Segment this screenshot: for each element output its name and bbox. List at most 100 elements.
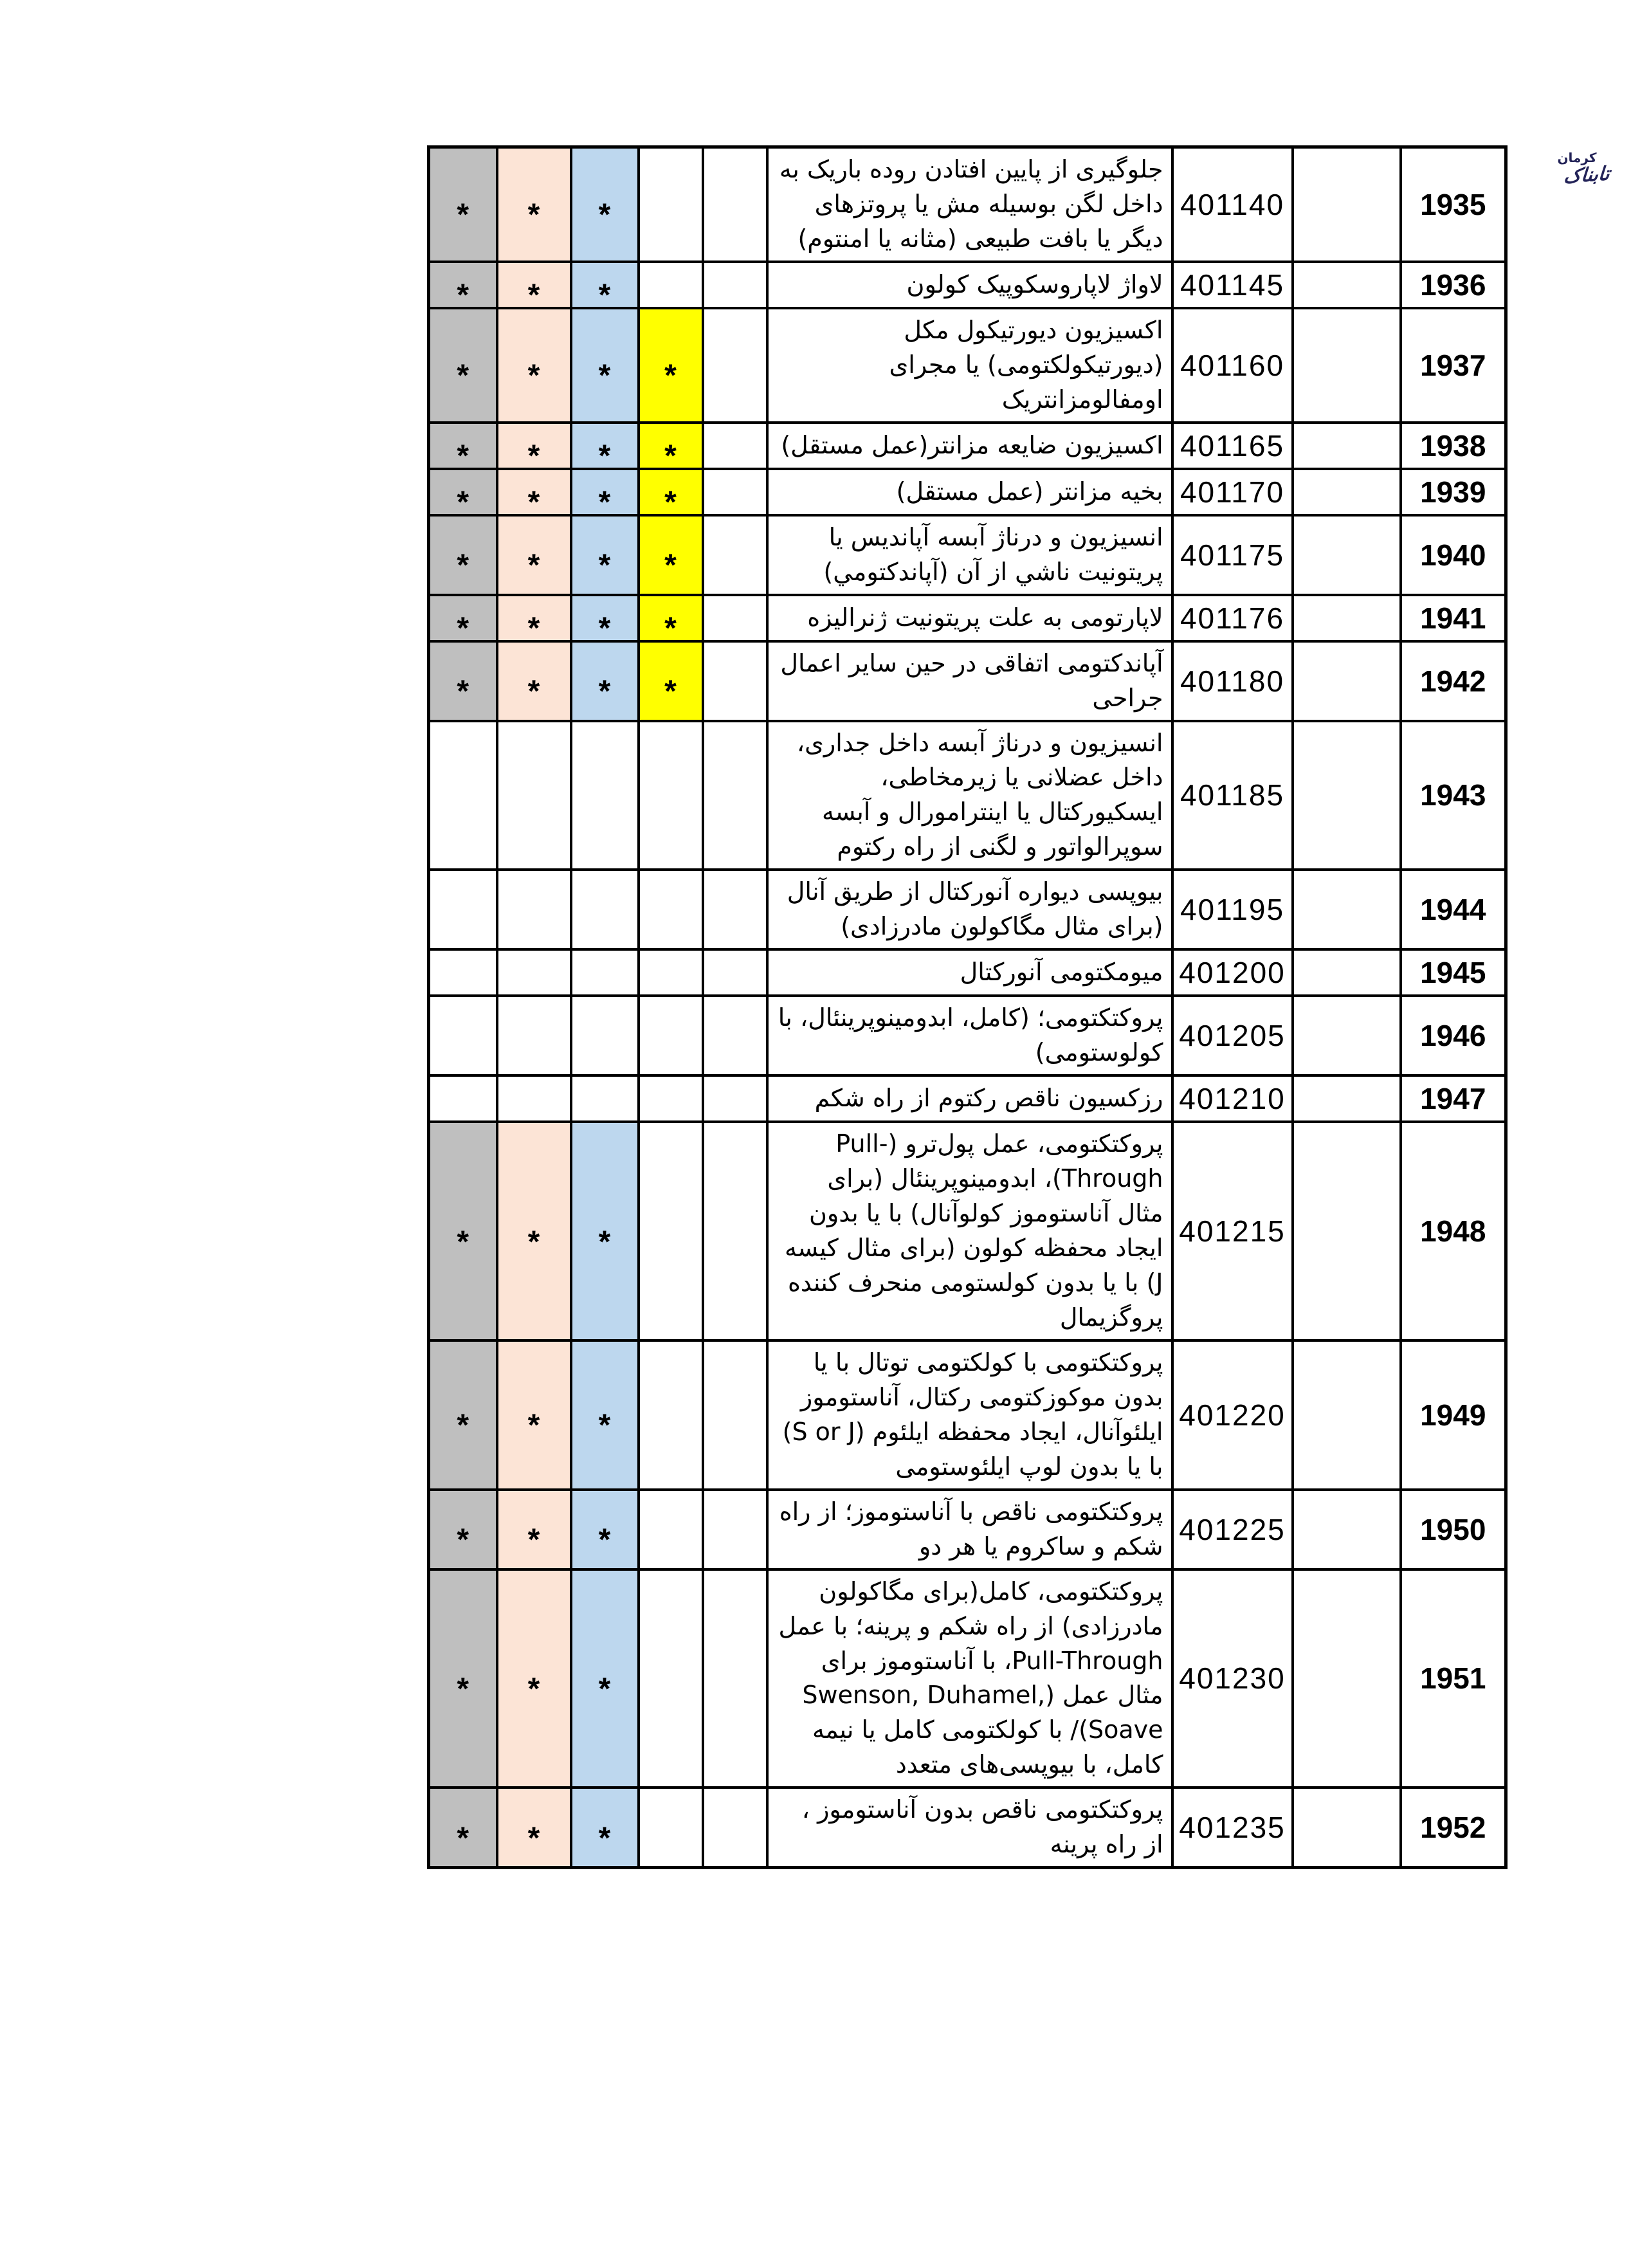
- star-cell-blue: *: [569, 1339, 640, 1491]
- site-logo: کرمان تابناک: [1551, 152, 1622, 188]
- empty-cell: [1291, 994, 1402, 1077]
- procedure-code: 401140: [1171, 145, 1294, 263]
- star-cell-blue: *: [569, 593, 640, 643]
- procedure-code: 401175: [1171, 513, 1294, 596]
- star-mark: *: [527, 1225, 540, 1259]
- star-cell-gray: *: [427, 306, 498, 424]
- star-cell-peach: *: [495, 1786, 572, 1869]
- star-cell-gray: *: [427, 145, 498, 263]
- row-number: 1950: [1399, 1488, 1508, 1571]
- table-row: 1946 401205 پروکتکتومی؛ (کامل، ابدومینوپ…: [427, 994, 1508, 1077]
- row-number: 1941: [1399, 593, 1508, 643]
- star-cell-gray: *: [427, 467, 498, 517]
- empty-narrow-cell: [701, 260, 769, 309]
- star-cell-peach: *: [495, 421, 572, 470]
- star-cell-blue: *: [569, 467, 640, 517]
- star-mark: *: [664, 358, 677, 393]
- star-cell-peach: *: [495, 1120, 572, 1342]
- star-mark: *: [598, 1408, 611, 1443]
- table-row: 1944 401195 بیوپسی دیواره آنورکتال از طر…: [427, 868, 1508, 951]
- star-mark: *: [664, 674, 677, 709]
- procedure-description: پروکتکتومی با کولکتومی توتال با یا بدون …: [765, 1339, 1174, 1491]
- star-cell-peach: [495, 719, 572, 872]
- procedure-description: لاواژ لاپاروسکوپیک کولون: [765, 260, 1174, 309]
- table-row: 1941 401176 لاپارتومی به علت پریتونیت ژن…: [427, 593, 1508, 643]
- table-row: 1939 401170 بخیه مزانتر (عمل مستقل) * * …: [427, 467, 1508, 517]
- star-mark: *: [457, 1821, 469, 1856]
- table-row: 1948 401215 پروکتکتومی، عمل پول‌ترو (Pul…: [427, 1120, 1508, 1342]
- star-cell-peach: *: [495, 145, 572, 263]
- star-mark: *: [527, 358, 540, 393]
- star-mark: *: [598, 1523, 611, 1557]
- star-cell-gray: [427, 994, 498, 1077]
- star-cell-peach: [495, 868, 572, 951]
- star-mark: *: [457, 674, 469, 709]
- empty-cell: [1291, 1786, 1402, 1869]
- star-mark: *: [527, 1408, 540, 1443]
- star-mark: *: [598, 548, 611, 583]
- table-row: 1951 401230 پروکتکتومی، کامل(برای مگاکول…: [427, 1568, 1508, 1789]
- star-mark: *: [527, 1672, 540, 1706]
- empty-narrow-cell: [701, 1074, 769, 1124]
- table-row: 1940 401175 انسیزیون و درناژ آبسه آپاندی…: [427, 513, 1508, 596]
- star-cell-yellow: *: [637, 306, 704, 424]
- star-cell-yellow: [637, 1568, 704, 1789]
- row-number: 1940: [1399, 513, 1508, 596]
- empty-narrow-cell: [701, 994, 769, 1077]
- star-mark: *: [598, 1672, 611, 1706]
- row-number: 1943: [1399, 719, 1508, 872]
- star-cell-gray: *: [427, 1339, 498, 1491]
- star-mark: *: [457, 278, 469, 308]
- empty-narrow-cell: [701, 421, 769, 470]
- star-cell-peach: [495, 948, 572, 998]
- star-cell-gray: *: [427, 1786, 498, 1869]
- row-number: 1944: [1399, 868, 1508, 951]
- procedure-code: 401185: [1171, 719, 1294, 872]
- star-cell-blue: [569, 719, 640, 872]
- procedure-codes-table: 1935 401140 جلوگیری از پایین افتادن روده…: [427, 145, 1508, 1870]
- star-mark: *: [527, 548, 540, 583]
- empty-cell: [1291, 145, 1402, 263]
- empty-cell: [1291, 948, 1402, 998]
- star-cell-gray: [427, 868, 498, 951]
- table-row: 1937 401160 اکسیزیون دیورتیکول مکل (دیور…: [427, 306, 1508, 424]
- star-mark: *: [457, 439, 469, 469]
- procedure-code: 401200: [1171, 948, 1294, 998]
- star-cell-gray: *: [427, 1568, 498, 1789]
- procedure-code: 401215: [1171, 1120, 1294, 1342]
- star-mark: *: [598, 197, 611, 232]
- procedure-description: بیوپسی دیواره آنورکتال از طریق آنال (برا…: [765, 868, 1174, 951]
- procedure-code: 401160: [1171, 306, 1294, 424]
- procedure-code: 401165: [1171, 421, 1294, 470]
- star-mark: *: [527, 674, 540, 709]
- star-cell-gray: *: [427, 1120, 498, 1342]
- procedure-description: انسیزیون و درناژ آبسه آپاندیس یا پریتونی…: [765, 513, 1174, 596]
- table-row: 1949 401220 پروکتکتومی با کولکتومی توتال…: [427, 1339, 1508, 1491]
- procedure-description: اکسیزیون دیورتیکول مکل (دیورتیکولکتومی) …: [765, 306, 1174, 424]
- star-mark: *: [527, 611, 540, 641]
- procedure-code: 401170: [1171, 467, 1294, 517]
- star-mark: *: [598, 674, 611, 709]
- star-cell-blue: *: [569, 1488, 640, 1571]
- row-number: 1942: [1399, 639, 1508, 722]
- star-mark: *: [457, 1225, 469, 1259]
- star-mark: *: [598, 485, 611, 515]
- procedure-description: لاپارتومی به علت پریتونیت ژنرالیزه: [765, 593, 1174, 643]
- row-number: 1952: [1399, 1786, 1508, 1869]
- empty-narrow-cell: [701, 639, 769, 722]
- star-cell-peach: *: [495, 1488, 572, 1571]
- star-cell-gray: [427, 948, 498, 998]
- empty-cell: [1291, 1120, 1402, 1342]
- table-row: 1945 401200 میومکتومی آنورکتال: [427, 948, 1508, 998]
- row-number: 1936: [1399, 260, 1508, 309]
- procedure-description: اکسیزیون ضایعه مزانتر(عمل مستقل): [765, 421, 1174, 470]
- empty-narrow-cell: [701, 1120, 769, 1342]
- star-cell-yellow: *: [637, 639, 704, 722]
- row-number: 1945: [1399, 948, 1508, 998]
- empty-narrow-cell: [701, 1488, 769, 1571]
- star-cell-blue: *: [569, 1568, 640, 1789]
- empty-cell: [1291, 1074, 1402, 1124]
- procedure-description: پروکتکتومی ناقص بدون آناستوموز ، از راه …: [765, 1786, 1174, 1869]
- procedure-code: 401235: [1171, 1786, 1294, 1869]
- star-mark: *: [598, 358, 611, 393]
